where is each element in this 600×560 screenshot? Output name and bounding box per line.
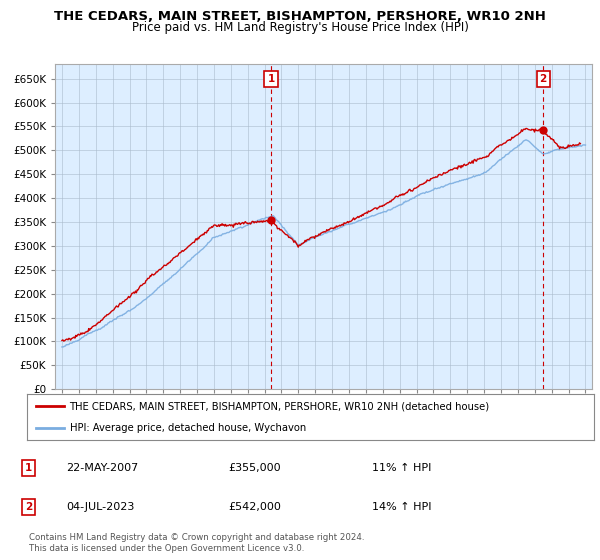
Text: HPI: Average price, detached house, Wychavon: HPI: Average price, detached house, Wych… [70,423,306,433]
Text: 2: 2 [539,74,547,84]
Text: Price paid vs. HM Land Registry's House Price Index (HPI): Price paid vs. HM Land Registry's House … [131,21,469,34]
Text: THE CEDARS, MAIN STREET, BISHAMPTON, PERSHORE, WR10 2NH (detached house): THE CEDARS, MAIN STREET, BISHAMPTON, PER… [70,401,490,411]
Text: 14% ↑ HPI: 14% ↑ HPI [372,502,431,512]
Text: 2: 2 [25,502,32,512]
Text: 11% ↑ HPI: 11% ↑ HPI [372,463,431,473]
Text: Contains HM Land Registry data © Crown copyright and database right 2024.
This d: Contains HM Land Registry data © Crown c… [29,533,364,553]
Text: 22-MAY-2007: 22-MAY-2007 [66,463,138,473]
Text: THE CEDARS, MAIN STREET, BISHAMPTON, PERSHORE, WR10 2NH: THE CEDARS, MAIN STREET, BISHAMPTON, PER… [54,10,546,22]
Text: 04-JUL-2023: 04-JUL-2023 [66,502,134,512]
Text: 1: 1 [268,74,275,84]
Text: 1: 1 [25,463,32,473]
Text: £355,000: £355,000 [228,463,281,473]
Text: £542,000: £542,000 [228,502,281,512]
